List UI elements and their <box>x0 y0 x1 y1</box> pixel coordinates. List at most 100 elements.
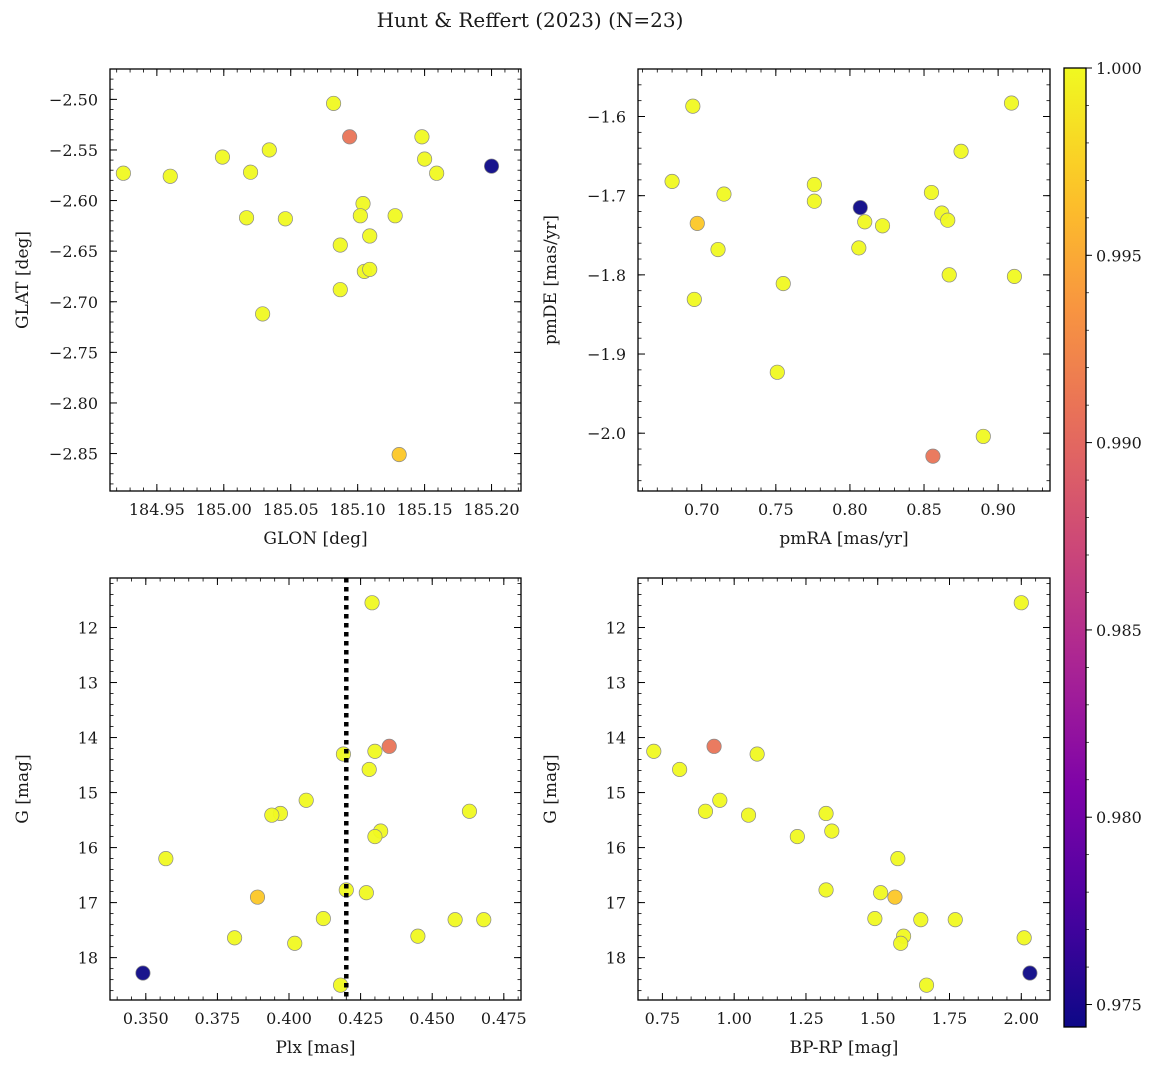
y-tick-label: 18 <box>78 949 98 968</box>
scatter-point <box>255 306 271 322</box>
panels-group: 184.95 185.00 185.05 185.10 185.15 185.20 −2.5… <box>13 68 1051 1058</box>
y-axis-label: GLAT [deg] <box>13 231 33 329</box>
scatter-point <box>476 912 492 928</box>
x-tick-label: 185.10 <box>330 500 386 519</box>
scatter-point <box>664 173 680 189</box>
x-tick-label: 185.00 <box>196 500 252 519</box>
scatter-point <box>672 761 688 778</box>
scatter-point <box>941 267 957 283</box>
panel-4: 0.75 1.00 1.25 1.50 1.75 2.00 12 13 14 15 16 17 18 BP… <box>541 577 1051 1058</box>
scatter-point <box>923 184 939 201</box>
x-tick-label: 0.350 <box>123 1009 169 1028</box>
scatter-point <box>646 743 662 759</box>
x-tick-label: 0.475 <box>481 1009 527 1028</box>
y-axis-label: pmDE [mas/yr] <box>541 215 561 345</box>
scatter-point <box>712 792 728 808</box>
y-tick-label: −2.50 <box>49 90 98 109</box>
y-tick-label: −2.70 <box>49 293 98 312</box>
scatter-point <box>697 803 714 819</box>
axes-frame <box>109 577 522 1001</box>
scatter-point <box>689 215 705 231</box>
scatter-point <box>706 738 722 754</box>
x-tick-label: 1.25 <box>788 1009 824 1028</box>
scatter-point <box>277 211 293 227</box>
y-tick-label: 15 <box>78 784 98 803</box>
x-tick-label: 0.450 <box>409 1009 455 1028</box>
scatter-point <box>461 803 477 819</box>
scatter-point <box>749 746 765 762</box>
scatter-point <box>867 911 883 927</box>
x-tick-label: 0.70 <box>684 500 720 519</box>
scatter-point <box>158 851 174 867</box>
colorbar-gradient <box>1063 67 1087 1028</box>
y-tick-label: 17 <box>78 894 98 913</box>
y-axis-label: G [mag] <box>541 754 561 823</box>
scatter-point <box>740 807 757 823</box>
scatter-point <box>243 164 259 180</box>
axes-frame <box>637 577 1051 1001</box>
scatter-point <box>1013 595 1029 611</box>
x-tick-label: 185.15 <box>397 500 453 519</box>
scatter-point <box>852 200 868 216</box>
x-tick-label: 0.400 <box>266 1009 312 1028</box>
plot-area <box>135 578 492 1000</box>
y-tick-label: −2.0 <box>587 424 626 443</box>
x-tick-label: 185.20 <box>464 500 520 519</box>
scatter-point <box>769 364 785 380</box>
scatter-point <box>940 212 956 228</box>
scatter-point <box>315 911 331 927</box>
scatter-point <box>925 448 941 464</box>
x-tick-label: 0.75 <box>645 1009 681 1028</box>
scatter-point <box>364 595 380 611</box>
y-tick-label: −2.65 <box>49 242 98 261</box>
x-tick-label: 0.425 <box>338 1009 384 1028</box>
scatter-point <box>874 218 891 234</box>
scatter-point <box>367 829 383 845</box>
scatter-point <box>391 447 407 463</box>
scatter-point <box>775 276 791 292</box>
scatter-point <box>806 177 822 193</box>
y-tick-label: 14 <box>606 729 626 748</box>
scatter-point <box>918 977 935 993</box>
scatter-point <box>239 210 255 226</box>
colorbar-tick-label: 0.995 <box>1096 246 1142 265</box>
x-tick-label: 0.80 <box>832 500 868 519</box>
x-tick-label: 1.50 <box>860 1009 896 1028</box>
scatter-point <box>857 214 873 230</box>
x-axis-label: BP-RP [mag] <box>790 1038 899 1058</box>
scatter-point <box>352 208 368 224</box>
scatter-point <box>264 807 280 823</box>
panel-2: 0.70 0.75 0.80 0.85 0.90 −1.6 −1.7 −1.8 −1.9 −2.0… <box>541 68 1051 549</box>
scatter-point <box>887 889 903 905</box>
scatter-point <box>710 241 726 258</box>
scatter-point <box>429 165 445 181</box>
colorbar-tick-label: 0.985 <box>1096 621 1142 640</box>
scatter-point <box>135 965 151 981</box>
scatter-point <box>214 149 231 165</box>
scatter-point <box>818 882 834 898</box>
scatter-point <box>483 158 500 174</box>
scatter-point <box>1003 95 1020 111</box>
colorbar-tick-label: 1.000 <box>1096 59 1142 78</box>
scatter-point <box>381 738 397 754</box>
scatter-point <box>1016 930 1032 946</box>
scatter-point <box>975 428 991 444</box>
scatter-point <box>686 291 702 307</box>
scatter-point <box>227 930 243 946</box>
colorbar-tick-label: 0.975 <box>1096 996 1142 1015</box>
plot-area <box>646 595 1038 993</box>
scatter-point <box>361 761 377 778</box>
colorbar-tick-label: 0.980 <box>1096 808 1142 827</box>
axes-frame <box>637 68 1051 492</box>
y-tick-label: −1.9 <box>587 345 626 364</box>
scatter-point <box>1022 965 1038 981</box>
y-tick-label: 16 <box>606 839 626 858</box>
scatter-point <box>824 823 840 839</box>
scatter-point <box>1006 268 1022 284</box>
scatter-point <box>249 889 266 905</box>
y-tick-label: −2.60 <box>49 192 98 211</box>
scatter-point <box>716 186 732 202</box>
scatter-point <box>362 261 378 277</box>
plot-area <box>664 95 1022 464</box>
